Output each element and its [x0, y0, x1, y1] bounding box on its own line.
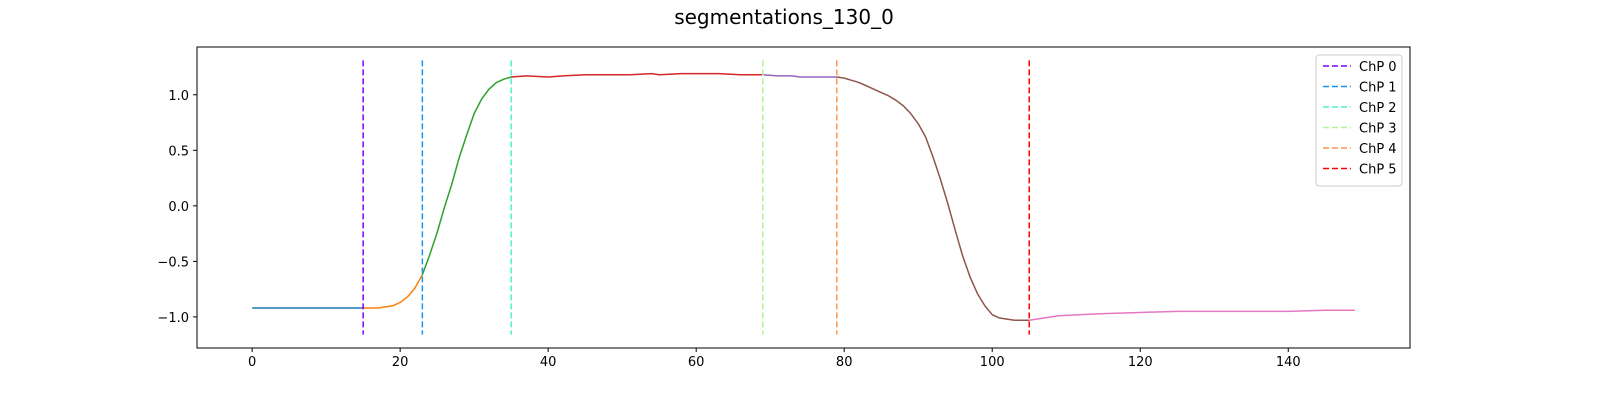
series-line-4 [762, 74, 837, 78]
x-tick-label: 120 [1128, 355, 1153, 370]
legend-label: ChP 2 [1359, 101, 1397, 116]
y-tick-label: −0.5 [157, 255, 189, 270]
plot-frame [196, 46, 1411, 349]
series-line-3 [511, 72, 763, 78]
y-tick-label: 0.5 [168, 144, 189, 159]
y-tick-label: 0.0 [168, 200, 189, 215]
series-line-1 [363, 274, 424, 309]
y-tick-label: 1.0 [168, 89, 189, 104]
chart-title: segmentations_130_0 [674, 5, 894, 29]
x-tick-label: 40 [540, 355, 557, 370]
x-tick-label: 140 [1276, 355, 1301, 370]
x-tick-label: 20 [392, 355, 409, 370]
legend-label: ChP 4 [1359, 142, 1397, 157]
x-tick-label: 80 [836, 355, 853, 370]
series-line-6 [1029, 309, 1355, 321]
legend-box [1315, 54, 1403, 187]
y-tick-label: −1.0 [157, 311, 189, 326]
plot-layer [252, 60, 1355, 335]
legend-label: ChP 5 [1359, 163, 1397, 178]
series-line-5 [836, 76, 1030, 321]
axes-layer: 0 20 40 60 80 100 120 140 −1.0 −0.5 0.0 0.5 1.0 [157, 89, 1300, 370]
x-tick-label: 0 [248, 355, 256, 370]
series-line-2 [421, 76, 512, 275]
x-tick-label: 60 [688, 355, 705, 370]
legend-label: ChP 1 [1359, 81, 1397, 96]
legend-label: ChP 3 [1359, 122, 1397, 137]
x-tick-label: 100 [980, 355, 1005, 370]
legend-label: ChP 0 [1359, 60, 1397, 75]
legend: ChP 0 ChP 1 ChP 2 ChP 3 ChP 4 ChP 5 [1315, 54, 1403, 187]
